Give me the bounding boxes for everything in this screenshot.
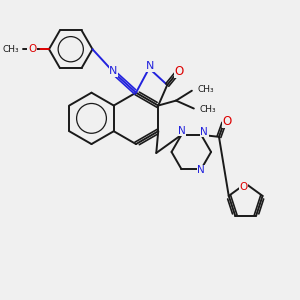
Text: N: N <box>109 66 118 76</box>
Text: CH₃: CH₃ <box>200 105 216 114</box>
Text: O: O <box>28 44 36 54</box>
Text: N: N <box>200 127 208 137</box>
Text: O: O <box>240 182 248 192</box>
Text: CH₃: CH₃ <box>198 85 214 94</box>
Text: N: N <box>197 165 205 175</box>
Text: O: O <box>175 64 184 78</box>
Text: N: N <box>178 126 185 136</box>
Text: O: O <box>222 115 232 128</box>
Text: N: N <box>146 61 154 71</box>
Text: CH₃: CH₃ <box>3 45 20 54</box>
